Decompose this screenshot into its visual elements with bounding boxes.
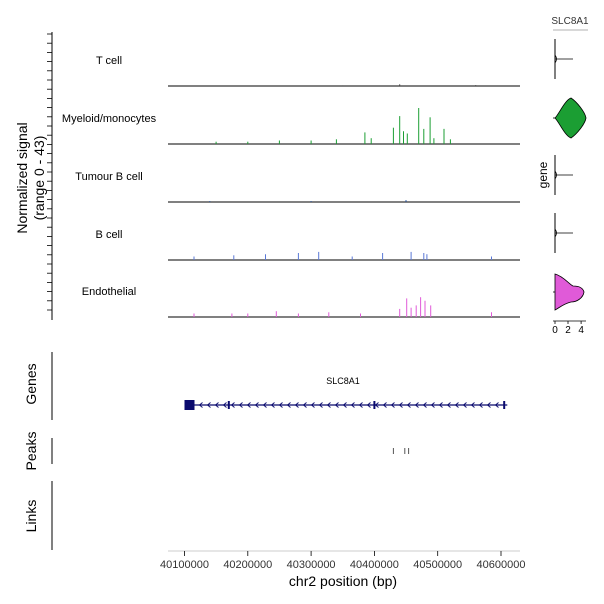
gene-name-label: SLC8A1 xyxy=(326,376,360,386)
violin-x-tick-label: 2 xyxy=(565,325,571,336)
strand-arrow xyxy=(350,402,355,408)
violin-x-tick-label: 0 xyxy=(552,325,558,336)
strand-arrow xyxy=(486,402,491,408)
strand-arrow xyxy=(198,402,203,408)
coverage-axis-ticks xyxy=(47,33,52,311)
strand-arrow xyxy=(454,402,459,408)
gene-exon xyxy=(503,401,506,409)
x-axis-tick-label: 40400000 xyxy=(350,559,399,571)
strand-arrow xyxy=(334,402,339,408)
strand-arrow xyxy=(286,402,291,408)
strand-arrow xyxy=(294,402,299,408)
violin-bulge xyxy=(554,170,557,180)
gene-exon xyxy=(227,401,230,409)
coverage-tracks: T cell Myeloid/monocytes Tumour B cell B ce… xyxy=(62,55,520,318)
strand-arrow xyxy=(422,402,427,408)
violin-x-tick-label: 4 xyxy=(578,325,584,336)
strand-arrow xyxy=(406,402,411,408)
violin-ylabel: gene xyxy=(536,161,550,188)
track-label: T cell xyxy=(96,55,122,67)
peaks-track-label: Peaks xyxy=(23,432,39,471)
x-axis-tick-label: 40500000 xyxy=(413,559,462,571)
violin-plots xyxy=(553,39,587,311)
strand-arrow xyxy=(342,402,347,408)
strand-arrow xyxy=(262,402,267,408)
strand-arrow xyxy=(446,402,451,408)
track-label: Tumour B cell xyxy=(75,171,142,183)
x-axis-title: chr2 position (bp) xyxy=(289,573,397,589)
gene-model xyxy=(184,400,508,410)
track-label: B cell xyxy=(96,229,123,241)
violin-shape xyxy=(554,273,585,311)
strand-arrow xyxy=(494,402,499,408)
coverage-ylabel-line2: (range 0 - 43) xyxy=(31,136,47,221)
strand-arrow xyxy=(374,402,379,408)
violin-bulge xyxy=(554,54,557,64)
links-track-label: Links xyxy=(23,500,39,533)
strand-arrow xyxy=(302,402,307,408)
strand-arrow xyxy=(206,402,211,408)
strand-arrow xyxy=(438,402,443,408)
x-axis-tick-label: 40100000 xyxy=(160,559,209,571)
strand-arrow xyxy=(390,402,395,408)
strand-arrow xyxy=(270,402,275,408)
gene-exon xyxy=(184,400,195,410)
strand-arrow xyxy=(462,402,467,408)
x-axis-tick-label: 40300000 xyxy=(287,559,336,571)
strand-arrow xyxy=(358,402,363,408)
violin-bulge xyxy=(554,228,557,238)
strand-arrow xyxy=(470,402,475,408)
track-label: Myeloid/monocytes xyxy=(62,113,157,125)
strand-arrow xyxy=(414,402,419,408)
strand-arrow xyxy=(246,402,251,408)
violin-shape xyxy=(554,97,587,139)
strand-arrow xyxy=(278,402,283,408)
strand-arrow xyxy=(398,402,403,408)
strand-arrow xyxy=(382,402,387,408)
strand-arrow xyxy=(318,402,323,408)
genomic-x-axis: 40100000 40200000 40300000 40400000 40500000… xyxy=(160,550,526,571)
violin-title: SLC8A1 xyxy=(551,16,589,27)
x-axis-tick-label: 40600000 xyxy=(477,559,526,571)
genes-track-label: Genes xyxy=(23,363,39,404)
strand-arrow xyxy=(478,402,483,408)
gene-exon xyxy=(373,401,376,409)
coverage-ylabel-line1: Normalized signal xyxy=(14,122,30,233)
strand-arrow xyxy=(366,402,371,408)
strand-arrow xyxy=(326,402,331,408)
strand-arrow xyxy=(222,402,227,408)
strand-arrow xyxy=(238,402,243,408)
track-label: Endothelial xyxy=(82,286,136,298)
strand-arrow xyxy=(430,402,435,408)
strand-arrow xyxy=(310,402,315,408)
strand-arrow xyxy=(214,402,219,408)
strand-arrow xyxy=(254,402,259,408)
x-axis-tick-label: 40200000 xyxy=(223,559,272,571)
strand-arrow xyxy=(230,402,235,408)
peak-marks xyxy=(392,448,410,454)
